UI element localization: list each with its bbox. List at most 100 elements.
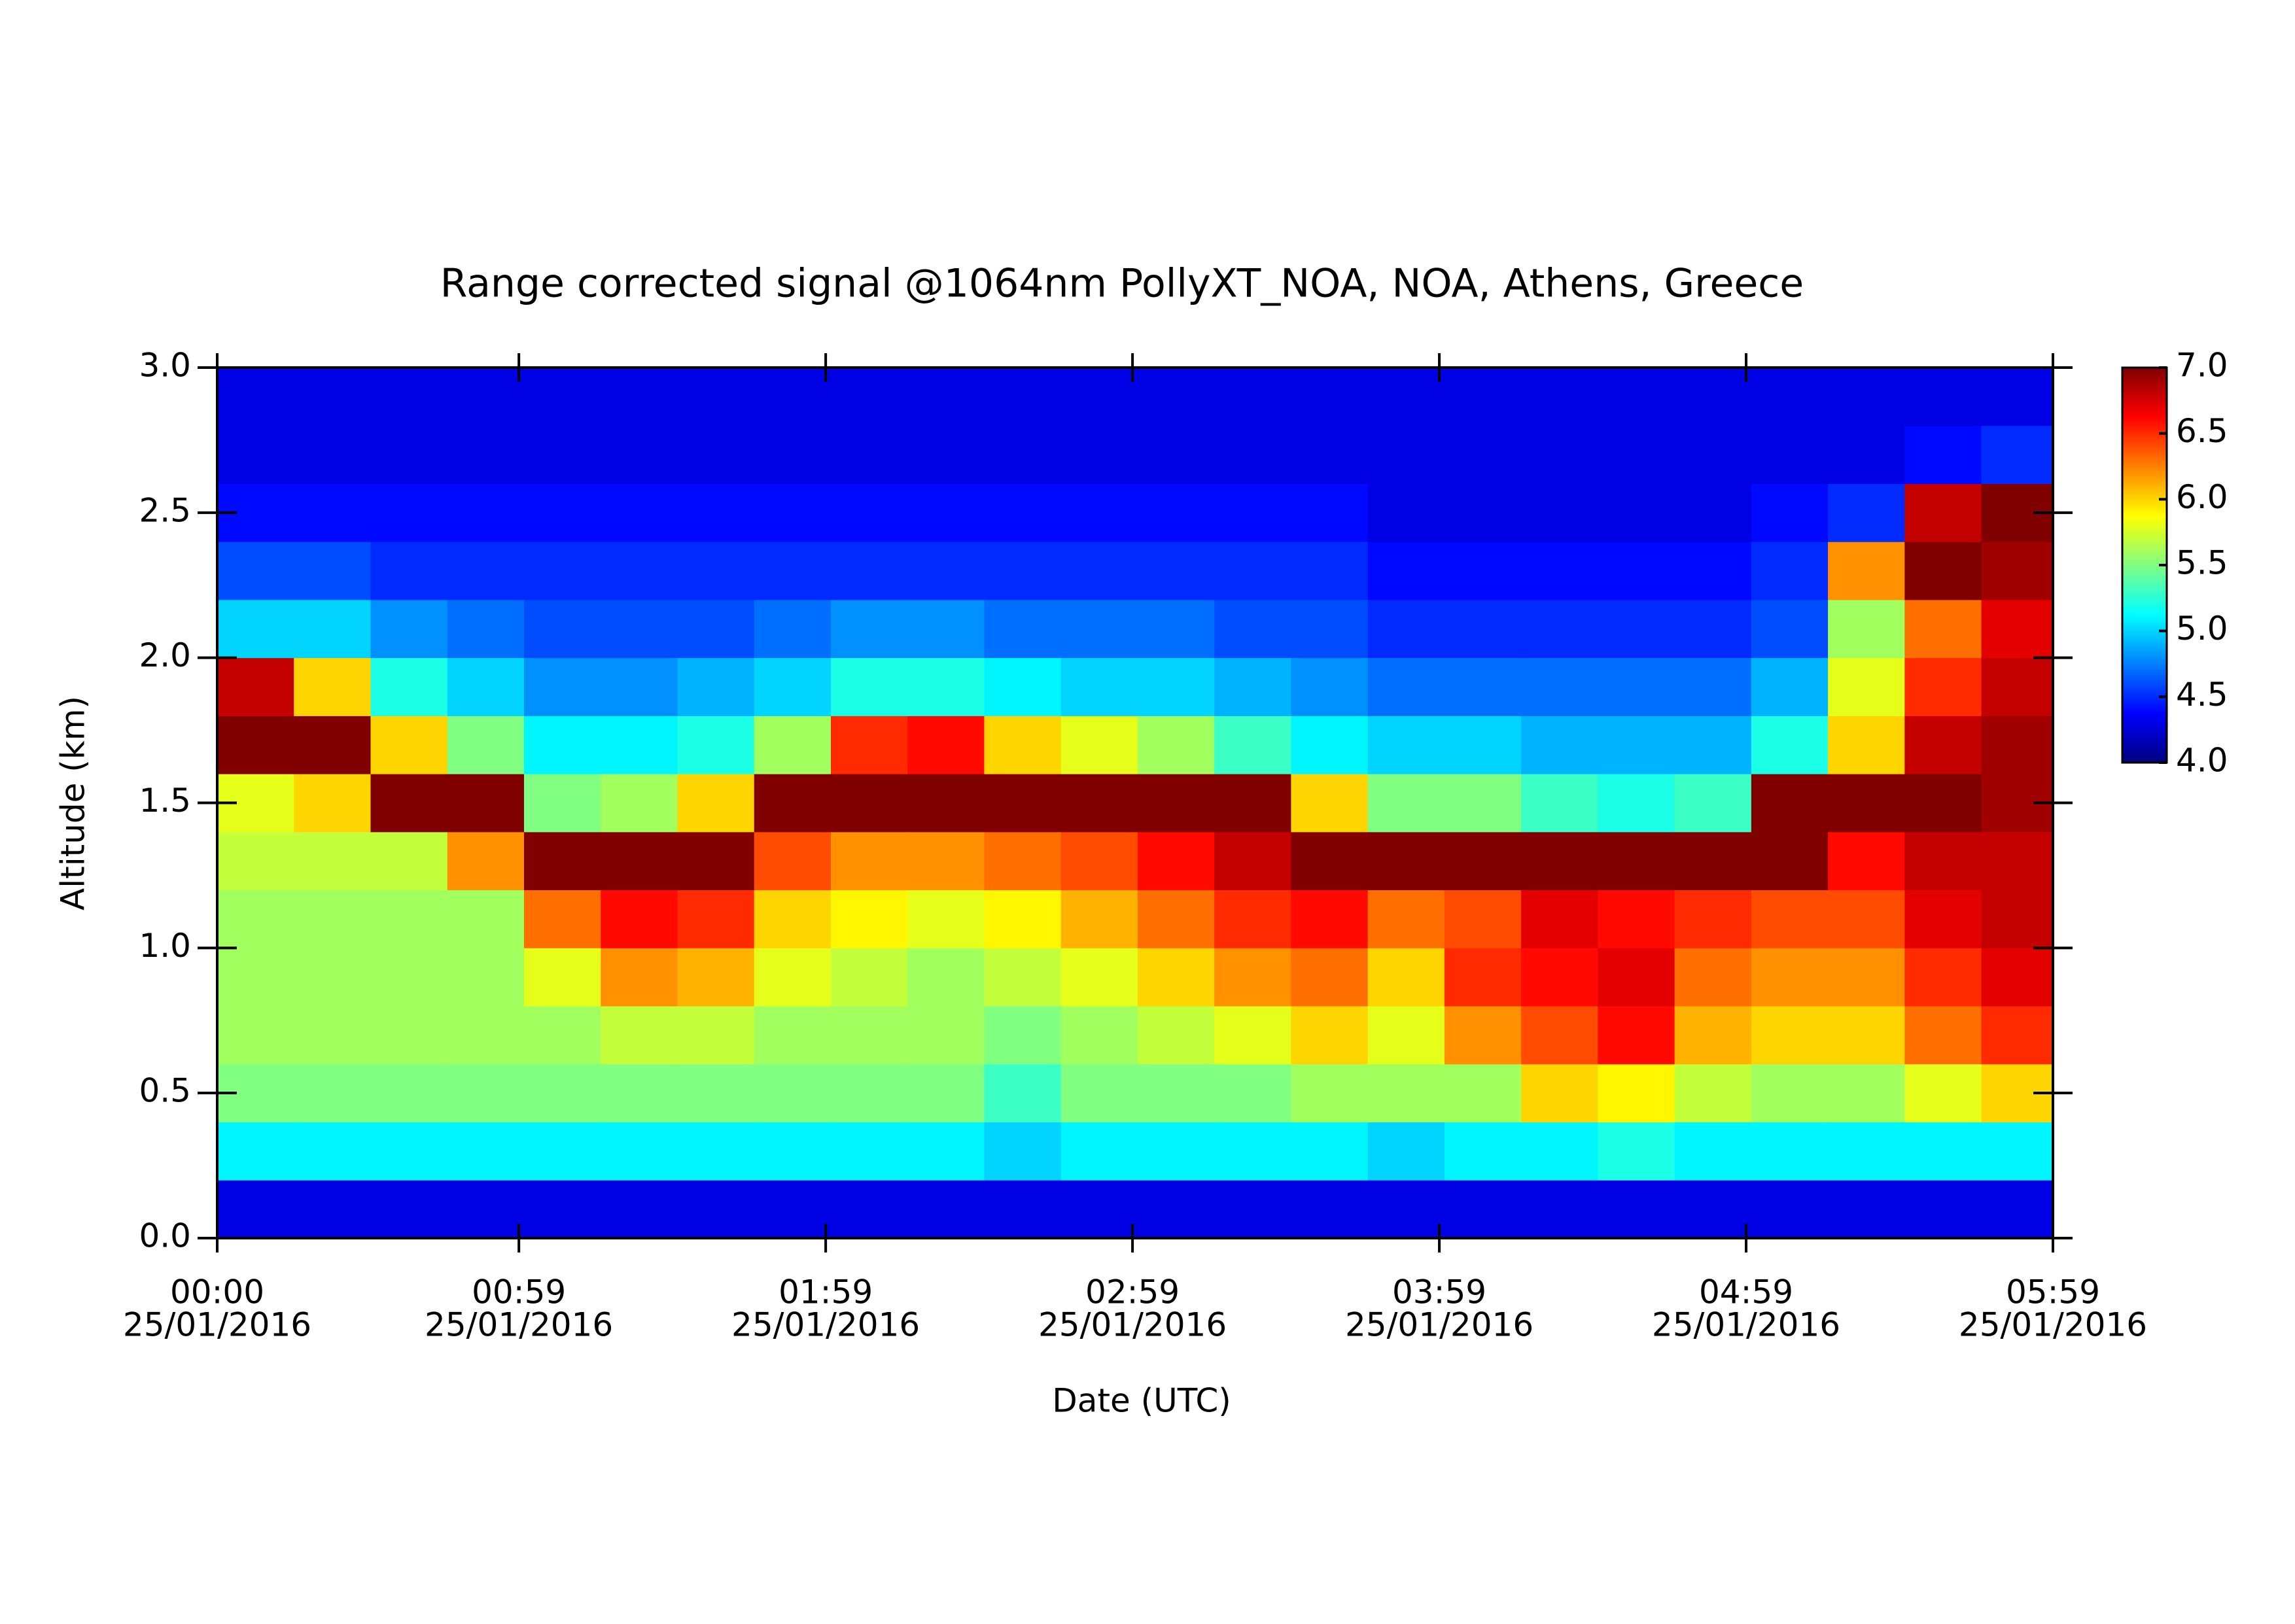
x-tick-label: 01:59: [779, 1273, 873, 1311]
heat-cell: [984, 831, 1062, 891]
heat-cell: [754, 774, 832, 833]
heat-cell: [1828, 425, 1905, 484]
heat-cell: [1137, 1063, 1215, 1123]
heat-cell: [294, 1180, 371, 1238]
heat-cell: [601, 716, 678, 774]
heat-cell: [1291, 368, 1369, 426]
heat-cell: [907, 774, 985, 833]
heat-cell: [294, 890, 371, 948]
x-tick-date: 25/01/2016: [731, 1306, 920, 1344]
heat-cell: [523, 890, 601, 948]
heat-cell: [1751, 542, 1829, 600]
heat-cell: [1598, 948, 1675, 1007]
heat-cell: [523, 657, 601, 716]
heat-cell: [294, 483, 371, 542]
heat-cell: [1444, 1063, 1522, 1123]
y-tick-label: 1.0: [139, 927, 191, 965]
heat-cell: [1137, 483, 1215, 542]
heat-cell: [1521, 831, 1598, 891]
heat-cell: [1598, 425, 1675, 484]
heat-cell: [830, 1006, 908, 1065]
heat-cell: [601, 368, 678, 426]
colorbar-tick-label: 5.5: [2176, 544, 2228, 582]
heat-cell: [601, 1063, 678, 1123]
heat-cell: [1444, 425, 1522, 484]
heat-cell: [370, 368, 448, 426]
heat-cell: [217, 948, 294, 1007]
heat-cell: [294, 774, 371, 833]
heat-cell: [1291, 831, 1369, 891]
x-tick-label: 04:59: [1699, 1273, 1793, 1311]
heat-cell: [1904, 1180, 1982, 1238]
heat-cell: [1751, 1122, 1829, 1181]
heat-cell: [1214, 599, 1291, 659]
heat-cell: [677, 948, 755, 1007]
heat-cell: [907, 483, 985, 542]
heat-cell: [294, 1122, 371, 1181]
heat-cell: [1444, 599, 1522, 659]
heat-cell: [294, 1063, 371, 1123]
heat-cell: [1521, 774, 1598, 833]
heat-cell: [1751, 1063, 1829, 1123]
heat-cell: [677, 1006, 755, 1065]
heat-cell: [984, 1180, 1062, 1238]
heat-cell: [1291, 657, 1369, 716]
heat-cell: [1060, 716, 1138, 774]
colorbar-tick-label: 6.0: [2176, 478, 2228, 516]
heat-cell: [677, 599, 755, 659]
heat-cell: [447, 1063, 525, 1123]
heat-cell: [523, 774, 601, 833]
heat-cell: [447, 542, 525, 600]
heat-cell: [1981, 1122, 2053, 1181]
heat-cell: [830, 716, 908, 774]
heat-cell: [754, 425, 832, 484]
heat-cell: [1214, 1063, 1291, 1123]
heat-cell: [1828, 368, 1905, 426]
heat-cell: [1981, 599, 2053, 659]
heat-cell: [1060, 1180, 1138, 1238]
heat-cell: [1674, 716, 1752, 774]
heat-cell: [677, 1180, 755, 1238]
heat-cell: [1291, 542, 1369, 600]
colorbar-tick-label: 4.0: [2176, 742, 2228, 780]
heat-cell: [1904, 1006, 1982, 1065]
heat-cell: [1981, 657, 2053, 716]
heat-cell: [1214, 1180, 1291, 1238]
heat-cell: [830, 1122, 908, 1181]
heat-cell: [1674, 368, 1752, 426]
heat-cell: [1904, 948, 1982, 1007]
heat-cell: [754, 716, 832, 774]
heat-cell: [1598, 716, 1675, 774]
heat-cell: [523, 425, 601, 484]
heat-cell: [1291, 1006, 1369, 1065]
heat-cell: [1751, 890, 1829, 948]
heat-cell: [1598, 1063, 1675, 1123]
heat-cell: [907, 1006, 985, 1065]
heat-cell: [1444, 716, 1522, 774]
heat-cell: [984, 1122, 1062, 1181]
heat-cell: [1214, 716, 1291, 774]
heat-cell: [523, 599, 601, 659]
heat-cell: [1444, 1006, 1522, 1065]
heat-cell: [601, 1180, 678, 1238]
heat-cell: [1521, 1006, 1598, 1065]
y-tick-label: 2.0: [139, 636, 191, 674]
heat-cell: [217, 1006, 294, 1065]
heat-cell: [1521, 483, 1598, 542]
heat-cell: [830, 948, 908, 1007]
heat-cell: [1751, 599, 1829, 659]
colorbar-tick-label: 4.5: [2176, 676, 2228, 714]
heat-cell: [1828, 948, 1905, 1007]
heat-cell: [1444, 368, 1522, 426]
heat-cell: [907, 716, 985, 774]
heat-cell: [677, 368, 755, 426]
heat-cell: [984, 657, 1062, 716]
heat-cell: [523, 831, 601, 891]
x-tick-label: 00:59: [472, 1273, 566, 1311]
heat-cell: [677, 774, 755, 833]
x-axis-title: Date (UTC): [1052, 1382, 1231, 1420]
heat-cell: [1521, 542, 1598, 600]
heat-cell: [754, 657, 832, 716]
heat-cell: [1367, 1122, 1445, 1181]
heat-cell: [1367, 774, 1445, 833]
